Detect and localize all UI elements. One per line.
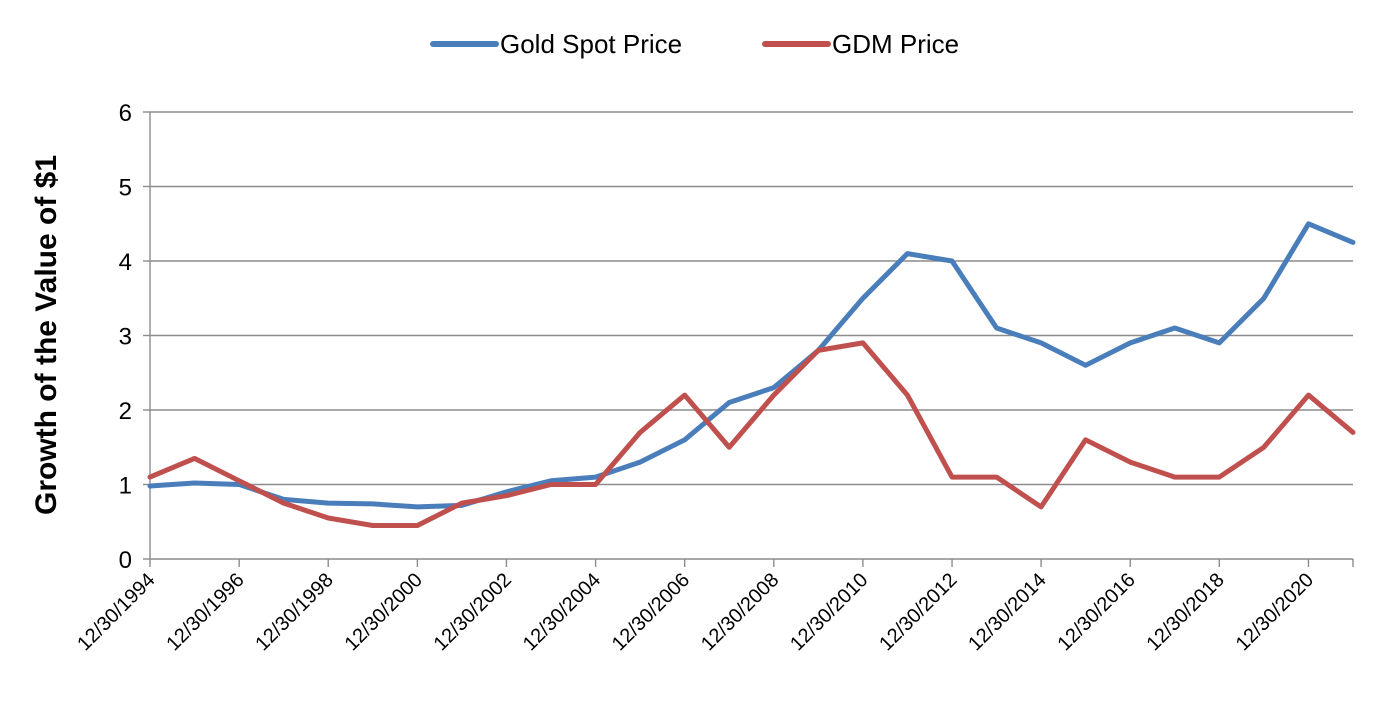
x-tick-label: 12/30/2014 xyxy=(964,569,1050,655)
series-line-gold-spot-price xyxy=(147,221,1356,510)
axes xyxy=(143,111,1354,567)
x-tick-label: 12/30/2016 xyxy=(1053,569,1139,655)
y-tick-label: 1 xyxy=(119,473,132,500)
legend-label: Gold Spot Price xyxy=(500,29,682,59)
x-tick-label: 12/30/2020 xyxy=(1232,569,1318,655)
x-tick-label: 12/30/2012 xyxy=(875,569,961,655)
y-tick-label: 4 xyxy=(119,249,132,276)
x-tick-label: 12/30/1994 xyxy=(73,569,159,655)
series-line-gdm-price xyxy=(147,340,1356,528)
legend-label: GDM Price xyxy=(832,29,959,59)
y-tick-label: 6 xyxy=(119,100,132,127)
x-tick-label: 12/30/2008 xyxy=(697,569,783,655)
x-tick-label: 12/30/1998 xyxy=(251,569,337,655)
x-tick-label: 12/30/2004 xyxy=(519,569,605,655)
x-tick-label: 12/30/2000 xyxy=(341,569,427,655)
x-tick-label: 12/30/2002 xyxy=(430,569,516,655)
x-tick-label: 12/30/2018 xyxy=(1142,569,1228,655)
gridlines xyxy=(150,111,1353,486)
series-layer xyxy=(147,221,1356,528)
x-tick-label: 12/30/2010 xyxy=(786,569,872,655)
legend: Gold Spot Price GDM Price xyxy=(430,29,959,59)
x-tick-label: 12/30/1996 xyxy=(162,569,248,655)
y-tick-label: 3 xyxy=(119,324,132,351)
y-tick-label: 0 xyxy=(119,547,132,574)
x-tick-label: 12/30/2006 xyxy=(608,569,694,655)
y-tick-label: 5 xyxy=(119,175,132,202)
y-axis-title: Growth of the Value of $1 xyxy=(30,155,63,515)
y-tick-label: 2 xyxy=(119,398,132,425)
